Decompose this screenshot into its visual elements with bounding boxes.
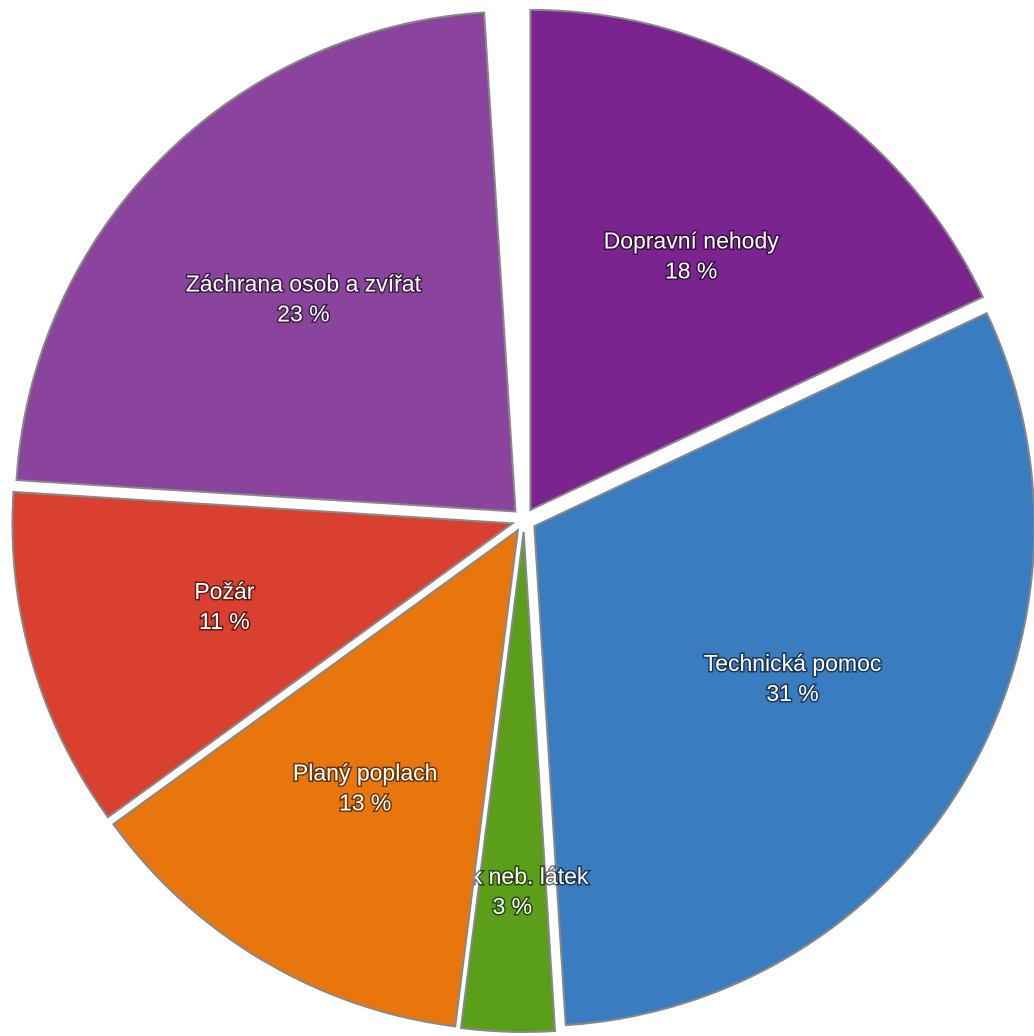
slice-label: Požár	[194, 578, 254, 604]
slice-label: Dopravní nehody	[604, 228, 780, 254]
slice-value: 11 %	[199, 608, 250, 634]
slice-value: 18 %	[665, 258, 717, 284]
pie-slice	[15, 11, 517, 513]
slice-label: Technická pomoc	[704, 650, 882, 676]
slice-value: 13 %	[339, 790, 391, 816]
slice-label: Planý poplach	[293, 760, 438, 786]
slice-value: 3 %	[492, 893, 532, 919]
pie-slice	[111, 528, 520, 1028]
slice-value: 31 %	[766, 680, 818, 706]
pie-slice	[459, 531, 557, 1033]
pie-slice	[11, 490, 516, 819]
slice-label: Záchrana osob a zvířat	[186, 270, 422, 296]
pie-slice	[529, 8, 985, 512]
slice-value: 23 %	[277, 300, 329, 326]
pie-slice	[533, 311, 1034, 1027]
